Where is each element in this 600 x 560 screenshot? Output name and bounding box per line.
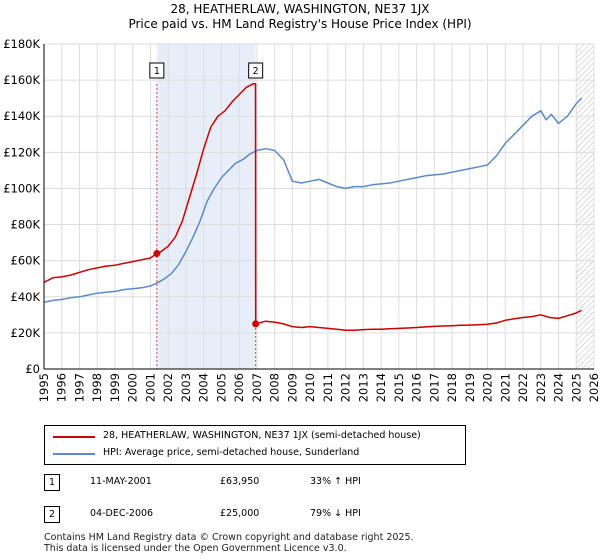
footer-attribution: Contains HM Land Registry data © Crown c…	[44, 532, 414, 554]
x-tick-label: 2014	[374, 373, 388, 402]
sale-date: 04-DEC-2006	[90, 508, 154, 519]
x-tick-label: 2004	[197, 373, 211, 402]
x-tick-label: 2009	[285, 373, 299, 402]
sale-hpi-diff: 79% ↓ HPI	[310, 508, 361, 519]
sale-marker-box	[248, 62, 264, 79]
x-tick-label: 2012	[339, 373, 353, 402]
x-tick-label: 2017	[427, 373, 441, 402]
price-chart: £0 £20K £40K £60K £80K £100K £120K £140K £160K £1…	[3, 37, 600, 402]
sale-marker-box	[149, 62, 165, 79]
x-tick-label: 2003	[179, 373, 193, 402]
x-tick-label: 2008	[268, 373, 282, 402]
plot-area	[44, 44, 594, 369]
x-tick-label: 1998	[90, 373, 104, 402]
x-tick-label: 2002	[161, 373, 175, 402]
y-tick-label: £0	[25, 362, 40, 376]
sale-row: 2 04-DEC-2006 £25,000 79% ↓ HPI	[44, 506, 474, 524]
x-tick-label: 2022	[516, 373, 530, 402]
legend-swatch-hpi	[53, 453, 95, 455]
x-tick-label: 1999	[108, 373, 122, 402]
x-tick-label: 2001	[143, 373, 157, 402]
footer-line-2: This data is licensed under the Open Gov…	[44, 543, 347, 554]
y-tick-label: £120K	[3, 145, 40, 159]
x-tick-label: 2005	[214, 373, 228, 402]
x-tick-label: 2021	[498, 373, 512, 402]
legend-item-hpi: HPI: Average price, semi-detached house,…	[45, 446, 465, 462]
legend-swatch-property	[53, 436, 95, 438]
x-tick-label: 2023	[534, 373, 548, 402]
x-tick-label: 2019	[463, 373, 477, 402]
y-tick-label: £40K	[11, 290, 41, 304]
x-tick-label: 2000	[126, 373, 140, 402]
x-tick-label: 2025	[569, 373, 583, 402]
sale-point	[153, 250, 161, 258]
x-tick-label: 2024	[552, 373, 566, 402]
sale-number-badge: 2	[44, 506, 60, 523]
forecast-hatch	[576, 44, 594, 369]
legend: 28, HEATHERLAW, WASHINGTON, NE37 1JX (se…	[44, 425, 466, 465]
x-tick-label: 2018	[445, 373, 459, 402]
x-tick-label: 2011	[321, 373, 335, 402]
y-tick-label: £60K	[11, 254, 41, 268]
y-tick-label: £80K	[11, 218, 41, 232]
property-price-line	[43, 82, 582, 331]
hpi-line	[43, 97, 583, 303]
x-tick-label: 2007	[250, 373, 264, 402]
legend-item-property: 28, HEATHERLAW, WASHINGTON, NE37 1JX (se…	[45, 429, 465, 445]
x-tick-label: 2026	[587, 373, 600, 402]
y-tick-label: £180K	[3, 37, 40, 51]
legend-label-property: 28, HEATHERLAW, WASHINGTON, NE37 1JX (se…	[103, 430, 421, 441]
x-tick-label: 2013	[356, 373, 370, 402]
x-tick-label: 1997	[72, 373, 86, 402]
chart-title: 28, HEATHERLAW, WASHINGTON, NE37 1JX	[170, 2, 430, 16]
y-tick-label: £160K	[3, 73, 40, 87]
x-tick-label: 1996	[55, 373, 69, 402]
sale-hpi-diff: 33% ↑ HPI	[310, 476, 361, 487]
y-tick-label: £100K	[3, 181, 40, 195]
x-tick-label: 2020	[481, 373, 495, 402]
sale-point	[252, 320, 260, 328]
x-tick-label: 2010	[303, 373, 317, 402]
sale-price: £63,950	[220, 476, 260, 487]
legend-label-hpi: HPI: Average price, semi-detached house,…	[103, 447, 360, 458]
sale-date: 11-MAY-2001	[90, 476, 152, 487]
sale-price: £25,000	[220, 508, 260, 519]
footer-line-1: Contains HM Land Registry data © Crown c…	[44, 532, 414, 543]
sale-number-badge: 1	[44, 474, 60, 491]
sale-row: 1 11-MAY-2001 £63,950 33% ↑ HPI	[44, 474, 474, 492]
x-tick-label: 2016	[410, 373, 424, 402]
x-tick-label: 2006	[232, 373, 246, 402]
sale-marker-label: 2	[253, 66, 259, 77]
chart-subtitle: Price paid vs. HM Land Registry's House …	[128, 17, 472, 31]
y-tick-label: £140K	[3, 109, 40, 123]
x-tick-label: 2015	[392, 373, 406, 402]
x-tick-label: 1995	[37, 373, 51, 402]
y-tick-label: £20K	[11, 326, 41, 340]
sale-marker-label: 1	[154, 66, 160, 77]
